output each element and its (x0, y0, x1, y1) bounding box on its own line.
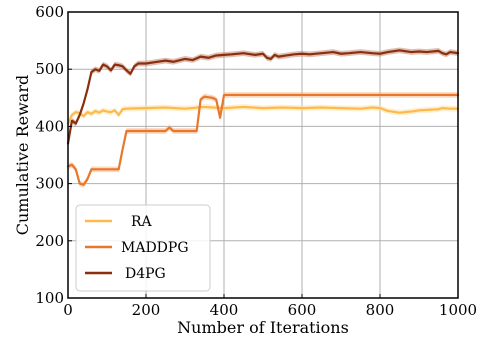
y-axis-ticks: 100 200 300 400 500 600 (35, 3, 72, 307)
series-line-ra (66, 105, 460, 125)
legend: RA MADDPG D4PG (75, 204, 211, 292)
x-tick-label: 800 (366, 301, 395, 319)
y-axis-title: Cumulative Reward (13, 75, 32, 235)
x-axis-ticks: 0 200 400 600 800 1000 (63, 294, 477, 319)
x-tick-label: 600 (288, 301, 317, 319)
y-tick-label: 200 (35, 232, 64, 250)
y-tick-label: 100 (35, 289, 64, 307)
series-lines (66, 49, 460, 186)
y-tick-label: 300 (35, 175, 64, 193)
x-tick-label: 0 (63, 301, 73, 319)
x-tick-label: 400 (210, 301, 239, 319)
legend-box (75, 204, 211, 292)
y-tick-label: 500 (35, 60, 64, 78)
plot-frame (67, 11, 459, 299)
series-line-d4pg (66, 49, 460, 145)
x-tick-label: 200 (132, 301, 161, 319)
x-axis-title: Number of Iterations (177, 318, 349, 337)
series-line-maddpg (66, 93, 460, 186)
legend-label-maddpg: MADDPG (121, 240, 189, 256)
y-tick-label: 400 (35, 117, 64, 135)
legend-label-ra: RA (131, 214, 153, 230)
x-tick-label: 1000 (439, 301, 477, 319)
legend-label-d4pg: D4PG (125, 266, 166, 282)
y-tick-label: 600 (35, 3, 64, 21)
